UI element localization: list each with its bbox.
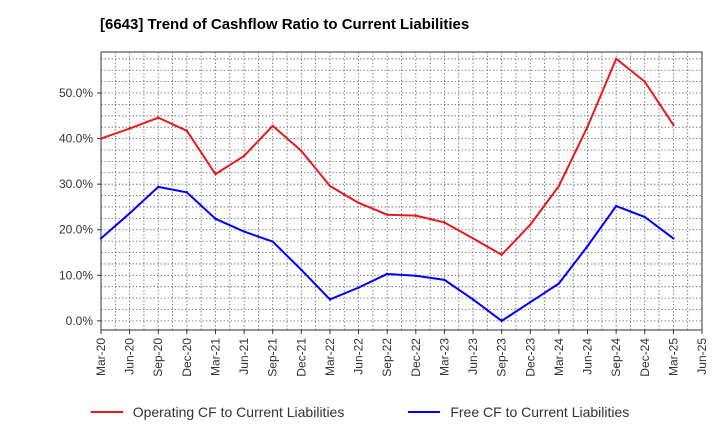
series-1-point bbox=[529, 301, 532, 304]
series-1-point bbox=[586, 244, 589, 248]
series-0-point bbox=[242, 154, 246, 158]
series-0-point bbox=[643, 80, 646, 83]
series-0-point bbox=[414, 214, 418, 217]
series-1-point bbox=[214, 217, 217, 220]
x-tick-label: Dec-22 bbox=[409, 338, 423, 377]
plot-frame bbox=[100, 51, 703, 331]
series-1-point bbox=[672, 237, 675, 240]
x-tick-label: Sep-21 bbox=[266, 338, 280, 377]
series-1-point bbox=[385, 272, 389, 276]
series-1-point bbox=[357, 286, 360, 289]
x-tick-label: Sep-22 bbox=[380, 338, 394, 377]
series-1-point bbox=[414, 274, 418, 277]
series-1-point bbox=[500, 319, 503, 323]
x-tick-label: Sep-20 bbox=[151, 338, 165, 377]
x-tick-label: Mar-22 bbox=[323, 338, 337, 376]
series-0-point bbox=[471, 237, 475, 240]
series-0-point bbox=[300, 149, 303, 153]
legend-item-free-cf: Free CF to Current Liabilities bbox=[408, 404, 629, 420]
series-0-point bbox=[128, 127, 131, 130]
plot-background bbox=[101, 52, 702, 330]
series-0-point bbox=[672, 123, 675, 127]
x-tick-label: Mar-21 bbox=[208, 338, 222, 376]
x-tick-label: Mar-24 bbox=[552, 338, 566, 376]
x-tick-label: Dec-23 bbox=[523, 338, 537, 377]
series-0-point bbox=[99, 137, 103, 140]
series-0-point bbox=[586, 125, 589, 128]
y-tick-label: 10.0% bbox=[59, 268, 93, 282]
series-0-point bbox=[614, 57, 618, 61]
legend-label-free-cf: Free CF to Current Liabilities bbox=[450, 404, 630, 420]
x-tick-label: Jun-22 bbox=[352, 338, 366, 375]
series-1-point bbox=[328, 298, 332, 301]
y-tick-label: 30.0% bbox=[59, 177, 93, 191]
series-1-point bbox=[614, 204, 618, 208]
series-1-point bbox=[185, 191, 189, 194]
legend-item-operating-cf: Operating CF to Current Liabilities bbox=[90, 404, 345, 420]
legend-swatch-operating-cf bbox=[90, 411, 123, 413]
legend: Operating CF to Current Liabilities Free… bbox=[0, 404, 720, 420]
x-tick-label: Jun-21 bbox=[237, 338, 251, 375]
series-1-point bbox=[157, 185, 160, 189]
series-0-point bbox=[357, 201, 360, 205]
series-0-point bbox=[271, 124, 274, 128]
x-tick-label: Mar-25 bbox=[666, 338, 680, 376]
x-tick-label: Dec-21 bbox=[294, 338, 308, 377]
x-tick-label: Dec-20 bbox=[180, 338, 194, 377]
y-tick-label: 40.0% bbox=[59, 132, 93, 146]
series-0-point bbox=[500, 253, 503, 257]
series-1-point bbox=[300, 268, 303, 272]
series-0-point bbox=[385, 213, 389, 216]
y-tick-label: 20.0% bbox=[59, 223, 93, 237]
series-1-point bbox=[557, 282, 561, 285]
series-1-point bbox=[128, 212, 131, 215]
series-0-point bbox=[328, 184, 332, 188]
series-1-point bbox=[471, 298, 475, 301]
series-0-point bbox=[157, 116, 160, 119]
legend-label-operating-cf: Operating CF to Current Liabilities bbox=[132, 404, 345, 420]
x-tick-label: Jun-24 bbox=[581, 338, 595, 375]
series-1-point bbox=[443, 278, 446, 282]
legend-swatch-free-cf bbox=[408, 411, 441, 413]
series-1-point bbox=[643, 215, 646, 219]
x-tick-label: Jun-25 bbox=[695, 338, 709, 375]
series-1-point bbox=[242, 230, 246, 233]
series-1-point bbox=[99, 237, 103, 240]
x-tick-label: Mar-23 bbox=[437, 338, 451, 376]
series-0-point bbox=[185, 129, 189, 133]
y-tick-label: 50.0% bbox=[59, 86, 93, 100]
x-tick-label: Jun-20 bbox=[123, 338, 137, 375]
series-0-point bbox=[443, 221, 446, 224]
x-tick-label: Sep-24 bbox=[609, 338, 623, 377]
y-tick-label: 0.0% bbox=[66, 314, 94, 328]
chart-title: [6643] Trend of Cashflow Ratio to Curren… bbox=[100, 16, 470, 33]
x-tick-label: Mar-20 bbox=[94, 338, 108, 376]
x-tick-label: Dec-24 bbox=[638, 338, 652, 377]
series-0-point bbox=[529, 223, 532, 226]
series-1-point bbox=[271, 240, 274, 243]
series-0-point bbox=[557, 184, 561, 188]
x-tick-label: Jun-23 bbox=[466, 338, 480, 375]
x-tick-label: Sep-23 bbox=[495, 338, 509, 377]
series-0-point bbox=[214, 172, 217, 176]
